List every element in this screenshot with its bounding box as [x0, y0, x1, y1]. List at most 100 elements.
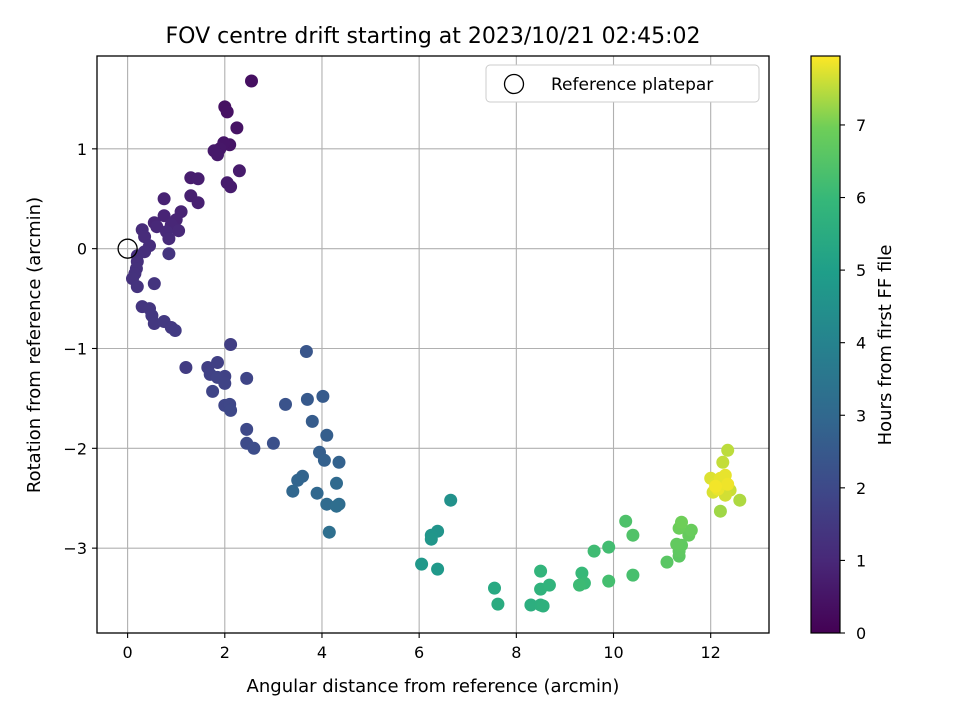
x-axis-ticks: 0 2 4 6 8 10 12: [123, 633, 721, 662]
y-tick-label: 0: [77, 240, 87, 259]
data-point: [316, 389, 330, 403]
y-tick-label: −1: [63, 339, 87, 358]
data-point: [626, 568, 640, 582]
data-point: [721, 443, 735, 457]
y-axis-label: Rotation from reference (arcmin): [24, 197, 45, 493]
colorbar-tick-label: 2: [856, 479, 866, 498]
x-tick-label: 10: [603, 643, 623, 662]
data-point: [670, 537, 684, 551]
data-point: [157, 209, 171, 223]
data-point: [542, 578, 556, 592]
data-point: [191, 196, 205, 210]
grid-lines: [97, 56, 769, 633]
reference-point: [117, 238, 138, 259]
data-point: [444, 493, 458, 507]
data-point: [332, 455, 346, 469]
colorbar-ticks: 0 1 2 3 4 5 6 7: [840, 116, 866, 643]
data-point: [220, 105, 234, 119]
x-tick-label: 6: [414, 643, 424, 662]
data-point: [524, 598, 538, 612]
colorbar-tick-label: 3: [856, 406, 866, 425]
data-point: [602, 540, 616, 554]
colorbar-tick-label: 1: [856, 551, 866, 570]
data-point: [232, 164, 246, 178]
data-point: [709, 479, 723, 493]
data-point: [218, 376, 232, 390]
data-point: [733, 493, 747, 507]
data-point: [424, 532, 438, 546]
data-point: [162, 232, 176, 246]
data-point: [587, 544, 601, 558]
data-point: [211, 356, 224, 369]
data-point: [415, 557, 429, 571]
data-point: [573, 578, 586, 592]
data-point: [150, 220, 164, 234]
legend-label: Reference platepar: [551, 75, 713, 95]
data-point: [157, 192, 171, 206]
data-point: [330, 499, 343, 513]
data-point: [191, 172, 205, 186]
colorbar: [810, 55, 841, 634]
y-tick-label: 1: [77, 140, 87, 159]
data-point: [491, 597, 505, 611]
data-point: [684, 523, 698, 537]
legend-box: [485, 64, 760, 103]
y-axis-ticks: 1 0 −1 −2 −3: [63, 140, 97, 558]
plot-frame: [96, 55, 770, 634]
data-point: [147, 277, 161, 291]
data-point: [279, 397, 292, 411]
data-point: [619, 514, 633, 528]
data-point: [721, 477, 735, 491]
data-point: [240, 422, 254, 436]
colorbar-tick-label: 5: [856, 261, 866, 280]
legend-marker: [503, 73, 525, 95]
y-tick-label: −2: [63, 439, 87, 458]
data-point: [534, 564, 548, 578]
colorbar-tick-label: 7: [856, 116, 866, 135]
data-point: [224, 180, 238, 194]
data-point: [206, 384, 220, 398]
data-point: [130, 280, 144, 294]
colorbar-tick-label: 4: [856, 334, 866, 353]
x-tick-label: 4: [317, 643, 327, 662]
data-point: [626, 528, 640, 542]
reference-marker: [117, 238, 138, 259]
chart-title: FOV centre drift starting at 2023/10/21 …: [166, 24, 701, 49]
x-axis-label: Angular distance from reference (arcmin): [247, 676, 620, 697]
data-point: [147, 317, 161, 330]
data-point: [602, 574, 616, 588]
x-tick-label: 0: [123, 643, 133, 662]
data-point: [431, 562, 445, 576]
data-point: [240, 371, 254, 385]
data-point: [330, 476, 343, 490]
data-point: [224, 403, 238, 417]
data-point: [317, 453, 331, 467]
data-point: [211, 148, 224, 162]
data-point: [320, 428, 334, 442]
data-point: [320, 497, 334, 511]
data-point: [488, 581, 501, 595]
x-tick-label: 2: [220, 643, 230, 662]
data-point: [713, 504, 727, 518]
data-points: [126, 74, 747, 613]
data-point: [575, 566, 589, 580]
legend: Reference platepar: [485, 64, 760, 103]
data-point: [675, 515, 688, 529]
data-point: [224, 338, 238, 351]
data-point: [322, 525, 336, 539]
data-point: [716, 455, 730, 469]
colorbar-tick-label: 0: [856, 624, 866, 643]
data-point: [536, 599, 550, 613]
data-point: [310, 486, 324, 500]
data-point: [230, 121, 244, 135]
data-point: [247, 441, 261, 455]
x-tick-label: 8: [511, 643, 521, 662]
data-point: [286, 484, 300, 498]
data-point: [172, 224, 186, 238]
data-point: [168, 324, 182, 337]
x-tick-label: 12: [701, 643, 721, 662]
colorbar-tick-label: 6: [856, 189, 866, 208]
data-point: [245, 74, 258, 88]
y-tick-label: −3: [63, 539, 87, 558]
